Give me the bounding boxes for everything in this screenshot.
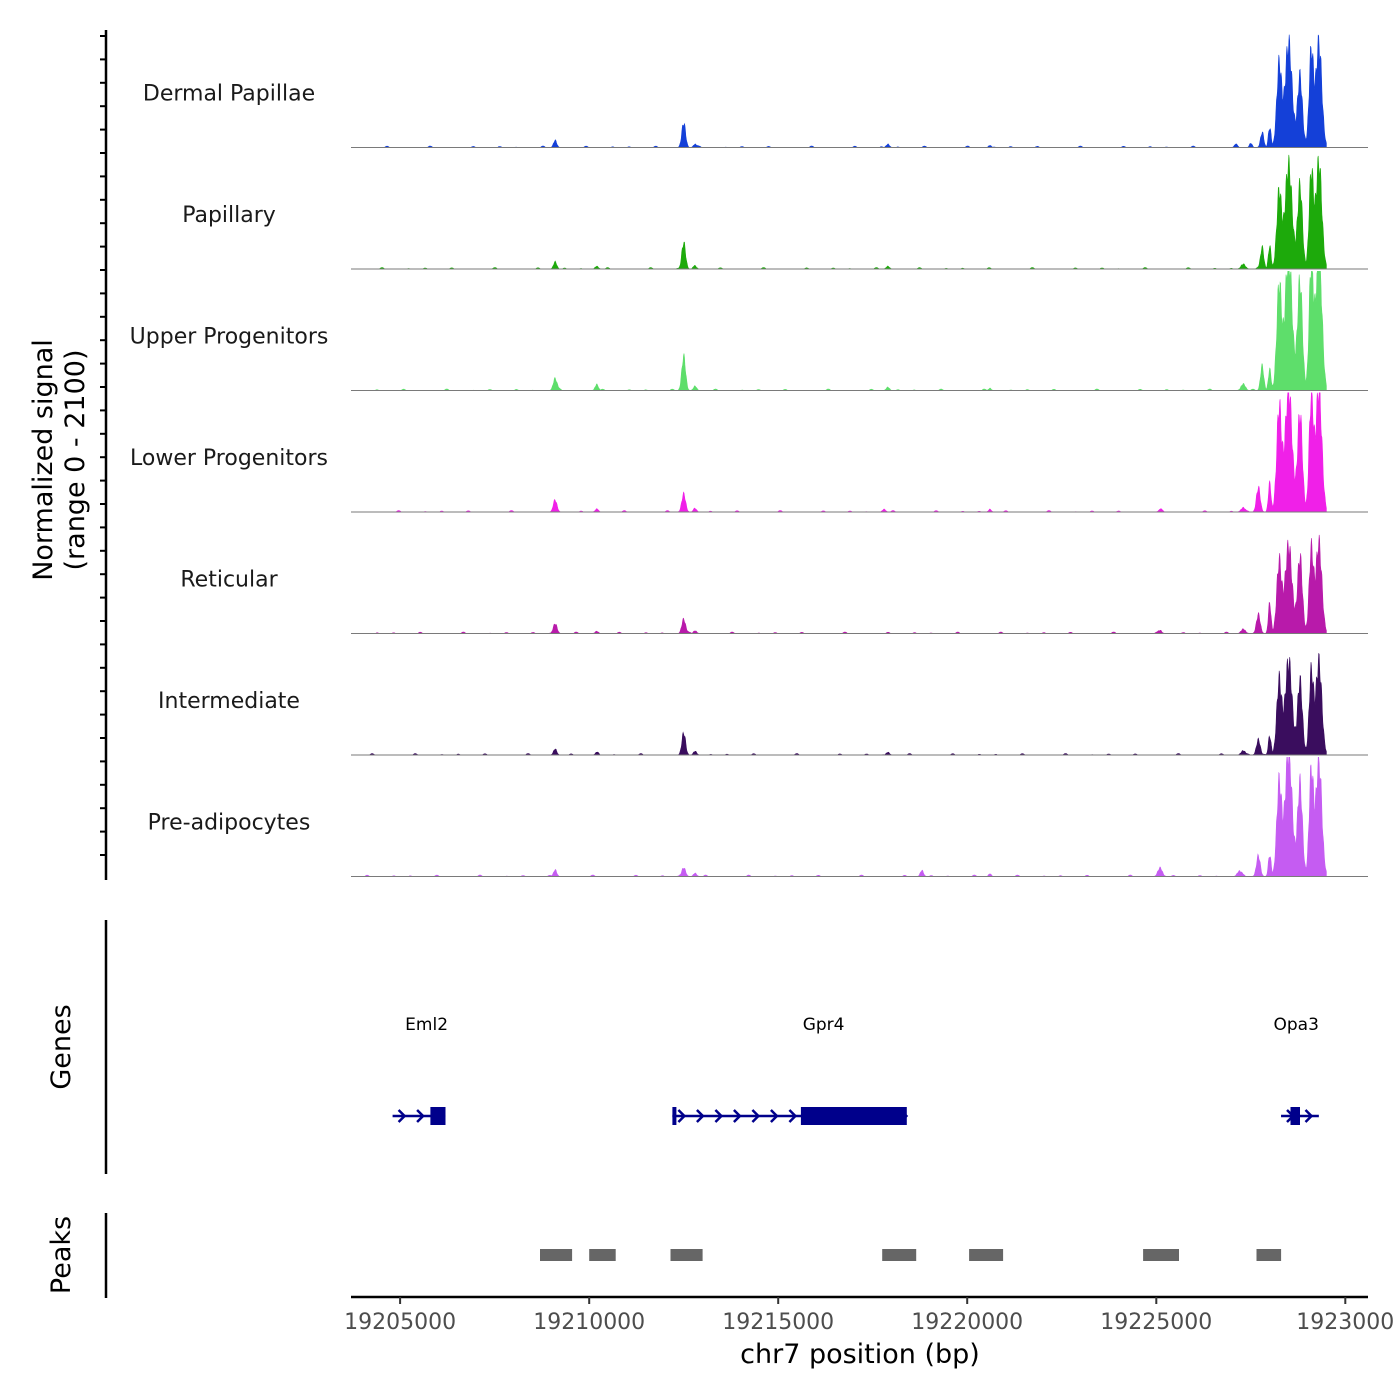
coverage-area [351, 653, 1327, 756]
track-label: Dermal Papillae [143, 82, 315, 107]
x-tick-label: 19220000 [911, 1310, 1023, 1335]
peak-region [589, 1249, 616, 1261]
gene-exon [800, 1107, 907, 1125]
y-axis-title-line2: (range 0 - 2100) [60, 350, 91, 571]
genes-track: Eml2 Gpr4 Opa3 [392, 1015, 1319, 1125]
gene-exon [672, 1107, 677, 1125]
track-label: Intermediate [158, 689, 300, 714]
peak-region [540, 1249, 573, 1261]
strand-chevron [714, 1109, 724, 1123]
strand-chevron [397, 1109, 407, 1123]
strand-chevron [770, 1109, 779, 1123]
track-label: Lower Progenitors [130, 446, 328, 471]
coverage-area [351, 392, 1327, 513]
y-axis-title-line1: Normalized signal [28, 339, 59, 581]
strand-chevron [733, 1109, 742, 1123]
track-dermal-papillae: Dermal Papillae [143, 34, 1368, 148]
gene-label: Opa3 [1273, 1015, 1318, 1035]
strand-chevron [1304, 1109, 1314, 1123]
peak-region [1143, 1249, 1179, 1261]
coverage-area [350, 34, 1327, 148]
strand-chevron [788, 1109, 798, 1123]
gene-label: Eml2 [405, 1015, 448, 1035]
x-axis-ticks: 19205000 19210000 19215000 19220000 19225000… [344, 1297, 1394, 1335]
peak-region [969, 1249, 1004, 1261]
peak-region [670, 1249, 703, 1261]
coverage-area [350, 271, 1327, 391]
gene-opa3: Opa3 [1273, 1015, 1319, 1125]
x-axis-title: chr7 position (bp) [740, 1339, 980, 1370]
x-tick-label: 19205000 [344, 1310, 456, 1335]
coverage-area [351, 154, 1327, 270]
peaks-track-title: Peaks [46, 1216, 77, 1294]
peaks-track [540, 1249, 1282, 1261]
track-label: Pre-adipocytes [148, 811, 311, 836]
x-tick-label: 1923000 [1296, 1310, 1394, 1335]
coverage-area [351, 534, 1327, 634]
track-reticular: Reticular [180, 534, 1368, 634]
strand-chevron [751, 1109, 761, 1123]
track-label: Papillary [182, 203, 276, 228]
genes-track-title: Genes [46, 1004, 77, 1089]
track-lower-progenitors: Lower Progenitors [130, 392, 1368, 513]
track-upper-progenitors: Upper Progenitors [130, 271, 1368, 391]
x-tick-label: 19225000 [1100, 1310, 1212, 1335]
x-tick-label: 19215000 [722, 1310, 834, 1335]
track-papillary: Papillary [182, 154, 1368, 270]
gene-gpr4: Gpr4 [672, 1015, 909, 1125]
coverage-area [351, 757, 1327, 877]
strand-chevron [696, 1109, 705, 1123]
track-label: Upper Progenitors [130, 325, 329, 350]
gene-eml2: Eml2 [392, 1015, 448, 1125]
coverage-tracks: Dermal Papillae Papillary Upper Progenitor… [130, 34, 1368, 877]
signal-y-axis-ticks [100, 35, 106, 856]
gene-exon [430, 1107, 446, 1125]
peak-region [882, 1249, 917, 1261]
strand-chevron [416, 1109, 425, 1123]
x-tick-label: 19210000 [533, 1310, 645, 1335]
track-label: Reticular [180, 568, 278, 593]
peak-region [1256, 1249, 1282, 1261]
track-pre-adipocytes: Pre-adipocytes [148, 757, 1368, 877]
strand-chevron [677, 1109, 687, 1123]
track-intermediate: Intermediate [158, 653, 1368, 756]
gene-exon [1290, 1107, 1300, 1125]
gene-label: Gpr4 [803, 1015, 845, 1035]
